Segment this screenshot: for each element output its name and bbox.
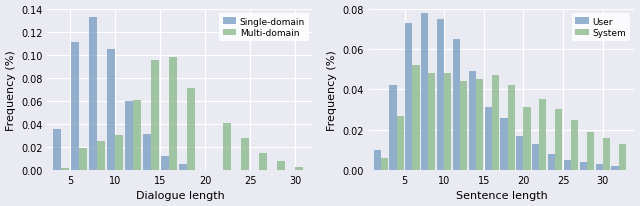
Bar [596, 164, 603, 170]
Bar [133, 100, 141, 170]
Bar [603, 138, 610, 170]
Bar [468, 72, 476, 170]
Bar [412, 66, 420, 170]
Bar [151, 61, 159, 170]
Bar [453, 40, 460, 170]
Bar [187, 89, 195, 170]
Bar [277, 161, 285, 170]
Bar [555, 110, 563, 170]
Bar [179, 164, 187, 170]
Bar [374, 150, 381, 170]
Bar [580, 162, 587, 170]
Bar [241, 138, 249, 170]
Bar [444, 74, 451, 170]
X-axis label: Dialogue length: Dialogue length [136, 191, 225, 200]
Bar [492, 76, 499, 170]
Bar [390, 86, 397, 170]
Bar [460, 82, 467, 170]
Bar [484, 108, 492, 170]
Bar [437, 20, 444, 170]
Bar [428, 74, 435, 170]
Bar [611, 166, 619, 170]
Legend: Single-domain, Multi-domain: Single-domain, Multi-domain [219, 14, 308, 42]
Bar [71, 43, 79, 170]
Bar [53, 129, 61, 170]
Bar [587, 132, 594, 170]
Y-axis label: Frequency (%): Frequency (%) [327, 50, 337, 130]
Bar [476, 80, 483, 170]
Bar [381, 158, 388, 170]
Bar [564, 160, 571, 170]
Legend: User, System: User, System [572, 14, 630, 42]
Bar [500, 118, 508, 170]
Bar [97, 142, 105, 170]
Bar [161, 156, 169, 170]
Bar [421, 14, 428, 170]
Bar [61, 168, 69, 170]
Bar [524, 108, 531, 170]
Bar [79, 148, 87, 170]
Bar [405, 23, 412, 170]
Bar [516, 136, 524, 170]
X-axis label: Sentence length: Sentence length [456, 191, 548, 200]
Bar [169, 58, 177, 170]
Bar [115, 136, 123, 170]
Bar [619, 144, 626, 170]
Bar [125, 101, 133, 170]
Bar [107, 50, 115, 170]
Bar [223, 123, 231, 170]
Bar [397, 116, 404, 170]
Y-axis label: Frequency (%): Frequency (%) [6, 50, 15, 130]
Bar [143, 135, 151, 170]
Bar [259, 153, 267, 170]
Bar [571, 120, 578, 170]
Bar [508, 86, 515, 170]
Bar [89, 18, 97, 170]
Bar [540, 100, 547, 170]
Bar [295, 167, 303, 170]
Bar [548, 154, 555, 170]
Bar [532, 144, 540, 170]
